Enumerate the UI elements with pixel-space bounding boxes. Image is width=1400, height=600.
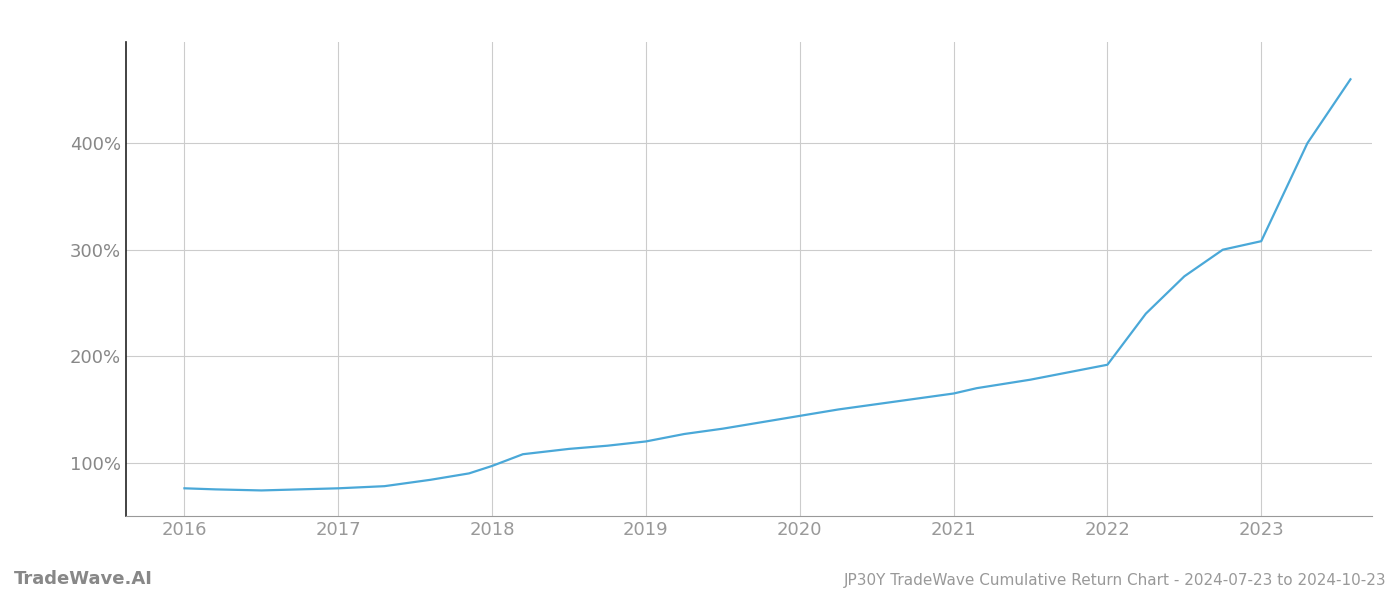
Text: TradeWave.AI: TradeWave.AI <box>14 570 153 588</box>
Text: JP30Y TradeWave Cumulative Return Chart - 2024-07-23 to 2024-10-23: JP30Y TradeWave Cumulative Return Chart … <box>843 573 1386 588</box>
